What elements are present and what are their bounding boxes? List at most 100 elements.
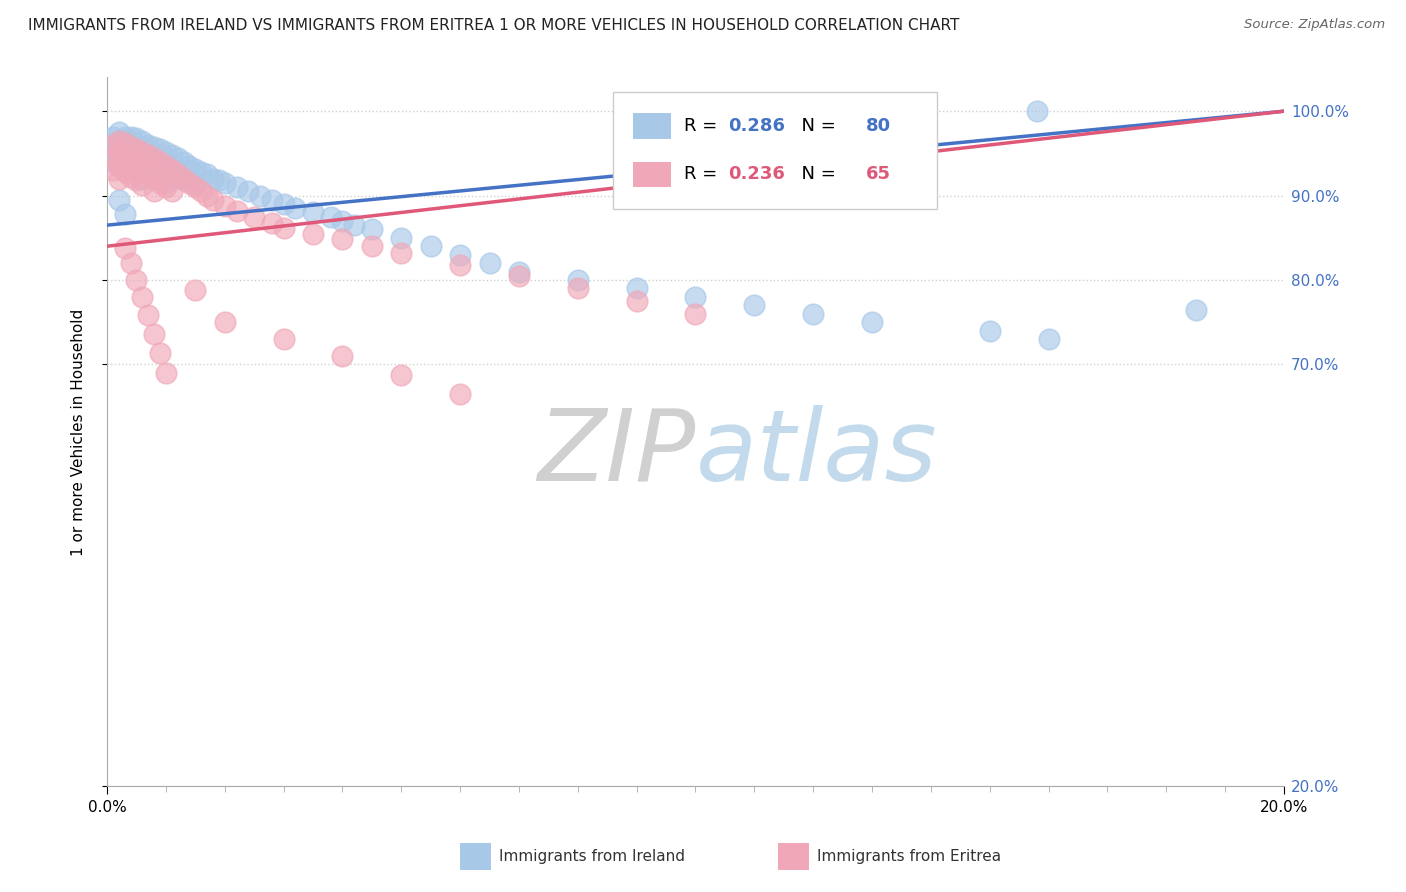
FancyBboxPatch shape xyxy=(613,92,936,209)
Point xyxy=(155,180,177,194)
Point xyxy=(166,151,188,165)
Point xyxy=(1038,332,1060,346)
Point xyxy=(149,346,172,360)
Point xyxy=(332,232,354,246)
Point xyxy=(120,138,142,153)
Point xyxy=(120,129,142,144)
Point xyxy=(131,134,153,148)
Text: 0.286: 0.286 xyxy=(728,117,786,135)
Point xyxy=(284,201,307,215)
Point xyxy=(143,151,166,165)
Point xyxy=(1184,302,1206,317)
Point xyxy=(101,154,124,169)
Point xyxy=(160,185,183,199)
Point xyxy=(114,163,136,178)
Text: Immigrants from Eritrea: Immigrants from Eritrea xyxy=(817,849,1001,863)
Point xyxy=(195,188,218,202)
Point xyxy=(136,148,159,162)
Text: ZIP: ZIP xyxy=(537,405,696,501)
Point xyxy=(131,159,153,173)
Point xyxy=(136,151,159,165)
Point xyxy=(136,163,159,178)
Point xyxy=(125,165,148,179)
Point xyxy=(149,156,172,170)
Text: R =: R = xyxy=(683,117,723,135)
Point xyxy=(508,264,530,278)
Point xyxy=(114,207,136,221)
Point xyxy=(332,214,354,228)
Point xyxy=(125,142,148,156)
Point xyxy=(190,185,212,199)
Point xyxy=(125,131,148,145)
Point xyxy=(120,154,142,169)
Text: Source: ZipAtlas.com: Source: ZipAtlas.com xyxy=(1244,18,1385,31)
Point xyxy=(114,165,136,179)
Point xyxy=(979,324,1001,338)
Point xyxy=(214,315,236,329)
Point xyxy=(125,153,148,168)
Point xyxy=(243,210,266,224)
Point xyxy=(166,169,188,184)
Point xyxy=(131,145,153,159)
Point xyxy=(419,239,441,253)
Point xyxy=(567,281,589,295)
Point xyxy=(136,309,159,323)
Point xyxy=(478,256,501,270)
Point xyxy=(173,154,195,169)
Point xyxy=(273,220,295,235)
Point xyxy=(184,180,207,194)
Point xyxy=(108,134,131,148)
Point xyxy=(125,173,148,187)
Point xyxy=(114,138,136,153)
Point xyxy=(149,142,172,156)
Point xyxy=(114,241,136,255)
Point xyxy=(332,349,354,363)
Point xyxy=(143,185,166,199)
Text: R =: R = xyxy=(683,165,723,183)
Point xyxy=(125,273,148,287)
Point xyxy=(160,148,183,162)
Point xyxy=(136,138,159,153)
Point xyxy=(149,176,172,190)
Point xyxy=(389,246,412,260)
Point xyxy=(449,258,471,272)
Point xyxy=(201,171,224,186)
Point xyxy=(120,139,142,153)
Point xyxy=(214,199,236,213)
Text: 65: 65 xyxy=(866,165,891,183)
Point xyxy=(108,159,131,173)
Point xyxy=(179,159,201,173)
Bar xyxy=(633,113,671,138)
Point xyxy=(108,193,131,207)
Y-axis label: 1 or more Vehicles in Household: 1 or more Vehicles in Household xyxy=(72,309,86,556)
Point xyxy=(114,136,136,151)
Point xyxy=(143,168,166,182)
Point xyxy=(155,159,177,173)
Point xyxy=(1025,104,1047,119)
Point xyxy=(179,176,201,190)
Point xyxy=(120,169,142,184)
Point xyxy=(685,307,707,321)
Point xyxy=(389,231,412,245)
Point xyxy=(143,139,166,153)
Point xyxy=(801,307,824,321)
Point xyxy=(214,176,236,190)
Text: Immigrants from Ireland: Immigrants from Ireland xyxy=(499,849,686,863)
Point xyxy=(449,387,471,401)
Point xyxy=(166,168,188,182)
Point xyxy=(131,171,153,186)
Text: IMMIGRANTS FROM IRELAND VS IMMIGRANTS FROM ERITREA 1 OR MORE VEHICLES IN HOUSEHO: IMMIGRANTS FROM IRELAND VS IMMIGRANTS FR… xyxy=(28,18,959,33)
Point xyxy=(120,256,142,270)
Point xyxy=(114,154,136,169)
Point xyxy=(449,248,471,262)
Point xyxy=(101,163,124,178)
Point xyxy=(249,188,271,202)
Point xyxy=(101,146,124,161)
Text: 80: 80 xyxy=(866,117,891,135)
Point xyxy=(131,163,153,178)
Point xyxy=(184,178,207,193)
Point xyxy=(136,168,159,182)
Point xyxy=(626,294,648,309)
Point xyxy=(567,273,589,287)
Point xyxy=(360,222,382,236)
